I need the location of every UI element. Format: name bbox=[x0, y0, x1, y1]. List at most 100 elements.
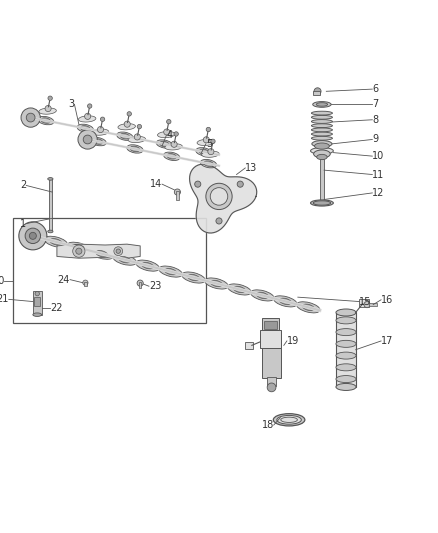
Ellipse shape bbox=[91, 129, 109, 135]
Circle shape bbox=[237, 181, 243, 187]
Ellipse shape bbox=[200, 159, 217, 168]
Text: 11: 11 bbox=[372, 169, 385, 180]
Bar bbox=[262, 318, 279, 330]
Circle shape bbox=[73, 245, 85, 257]
Ellipse shape bbox=[311, 124, 332, 127]
Circle shape bbox=[164, 129, 170, 135]
Ellipse shape bbox=[165, 269, 177, 275]
Ellipse shape bbox=[33, 313, 42, 317]
Text: 3: 3 bbox=[68, 100, 74, 109]
Ellipse shape bbox=[163, 152, 180, 160]
Ellipse shape bbox=[90, 138, 106, 146]
Text: 14: 14 bbox=[150, 179, 162, 189]
Ellipse shape bbox=[314, 150, 330, 158]
Circle shape bbox=[97, 126, 103, 133]
Ellipse shape bbox=[311, 136, 332, 140]
Circle shape bbox=[171, 141, 177, 147]
Ellipse shape bbox=[159, 141, 169, 147]
Text: 18: 18 bbox=[261, 420, 274, 430]
Text: 13: 13 bbox=[245, 163, 258, 173]
Ellipse shape bbox=[81, 126, 90, 131]
Ellipse shape bbox=[167, 154, 177, 159]
Circle shape bbox=[83, 135, 92, 144]
Circle shape bbox=[211, 139, 215, 143]
Ellipse shape bbox=[90, 248, 113, 259]
Text: 8: 8 bbox=[372, 115, 378, 125]
Circle shape bbox=[26, 113, 35, 122]
Circle shape bbox=[314, 88, 321, 95]
Bar bbox=[84, 282, 87, 286]
Ellipse shape bbox=[297, 302, 320, 313]
Ellipse shape bbox=[336, 341, 356, 348]
Text: 7: 7 bbox=[372, 100, 378, 109]
Ellipse shape bbox=[187, 274, 199, 281]
Ellipse shape bbox=[197, 139, 215, 146]
Ellipse shape bbox=[336, 352, 356, 359]
Ellipse shape bbox=[277, 415, 301, 424]
Bar bbox=[267, 377, 276, 386]
Text: 17: 17 bbox=[381, 336, 393, 346]
Ellipse shape bbox=[73, 245, 85, 251]
Ellipse shape bbox=[336, 364, 356, 371]
Ellipse shape bbox=[158, 132, 175, 138]
Ellipse shape bbox=[118, 124, 135, 130]
Bar bbox=[139, 282, 141, 288]
Ellipse shape bbox=[205, 278, 228, 289]
Ellipse shape bbox=[159, 266, 182, 277]
Circle shape bbox=[35, 292, 39, 296]
Bar bbox=[336, 312, 356, 387]
Ellipse shape bbox=[336, 329, 356, 336]
Ellipse shape bbox=[38, 116, 54, 125]
Circle shape bbox=[364, 302, 370, 308]
Text: 9: 9 bbox=[372, 134, 378, 144]
Text: 19: 19 bbox=[287, 336, 299, 346]
Ellipse shape bbox=[279, 298, 291, 304]
Circle shape bbox=[216, 218, 222, 224]
Bar bbox=[359, 300, 369, 307]
Circle shape bbox=[116, 249, 120, 253]
Ellipse shape bbox=[233, 286, 245, 293]
Bar bbox=[49, 179, 52, 231]
Ellipse shape bbox=[336, 317, 356, 324]
Text: 22: 22 bbox=[50, 303, 63, 313]
Ellipse shape bbox=[96, 251, 108, 257]
Circle shape bbox=[19, 222, 47, 250]
Polygon shape bbox=[190, 164, 257, 233]
Text: 5: 5 bbox=[206, 139, 212, 149]
Circle shape bbox=[85, 114, 91, 119]
Circle shape bbox=[137, 124, 141, 129]
Ellipse shape bbox=[311, 148, 333, 154]
Circle shape bbox=[25, 228, 41, 244]
Text: 15: 15 bbox=[359, 296, 371, 306]
Text: 16: 16 bbox=[381, 295, 393, 305]
Ellipse shape bbox=[142, 262, 153, 269]
Ellipse shape bbox=[182, 272, 205, 283]
Ellipse shape bbox=[251, 290, 274, 301]
Circle shape bbox=[48, 96, 52, 100]
Ellipse shape bbox=[311, 128, 332, 132]
Ellipse shape bbox=[228, 284, 251, 295]
Circle shape bbox=[206, 183, 232, 209]
Bar bbox=[34, 297, 40, 306]
Ellipse shape bbox=[196, 148, 212, 156]
Ellipse shape bbox=[136, 260, 159, 271]
Ellipse shape bbox=[120, 133, 130, 139]
Ellipse shape bbox=[119, 256, 131, 263]
Ellipse shape bbox=[314, 143, 329, 149]
Polygon shape bbox=[57, 244, 140, 258]
Ellipse shape bbox=[311, 116, 332, 119]
Bar bbox=[264, 321, 277, 329]
Ellipse shape bbox=[128, 136, 145, 143]
Ellipse shape bbox=[93, 139, 103, 144]
Ellipse shape bbox=[312, 141, 332, 147]
Circle shape bbox=[21, 108, 40, 127]
Text: 24: 24 bbox=[58, 274, 70, 285]
Circle shape bbox=[267, 383, 276, 392]
Circle shape bbox=[134, 134, 140, 140]
Text: 23: 23 bbox=[149, 281, 161, 291]
Bar bbox=[262, 348, 281, 378]
Ellipse shape bbox=[317, 155, 327, 159]
Text: 6: 6 bbox=[372, 84, 378, 94]
Ellipse shape bbox=[311, 132, 332, 136]
Ellipse shape bbox=[77, 124, 93, 133]
